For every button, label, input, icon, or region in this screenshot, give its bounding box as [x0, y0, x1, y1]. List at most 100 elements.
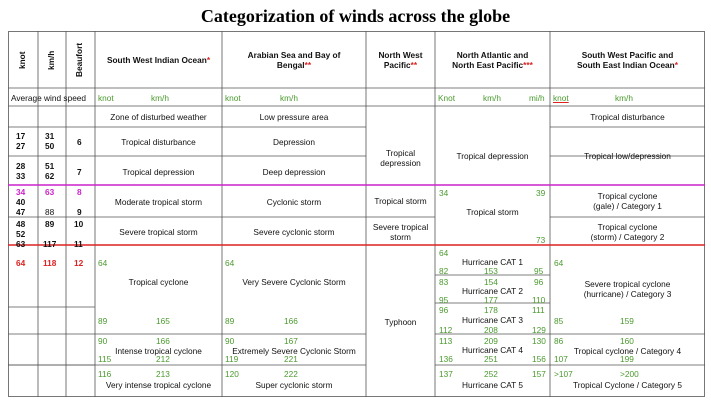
swio-tropical-depression: Tropical depression — [122, 167, 195, 177]
swp-c4-knot: 86 — [554, 336, 564, 346]
header-swp: South West Pacific and South East Indian … — [577, 50, 678, 70]
na-c3-c: 111 — [532, 305, 545, 315]
swp-category-2: Tropical cyclone (storm) / Category 2 — [590, 222, 665, 242]
nwp-severe-storm: Severe tropical storm — [372, 222, 429, 242]
swp-c5-knot: >107 — [554, 369, 573, 379]
arabian-super-cyclonic: Super cyclonic storm — [255, 380, 333, 390]
na-c4-e: 251 — [484, 354, 498, 364]
header-nwp: North West Pacific** — [378, 50, 423, 70]
na-c5-a: 137 — [439, 369, 453, 379]
swp-c5-kmh: >200 — [620, 369, 639, 379]
beaufort-11: 11 — [74, 239, 83, 249]
swio-tropical-disturbance: Tropical disturbance — [121, 137, 196, 147]
swio-vitc-knot: 116 — [98, 369, 112, 379]
header-kmh: km/h — [46, 50, 56, 70]
knot-34: 34 — [16, 187, 26, 197]
na-c5-c: 157 — [532, 369, 546, 379]
header-swio: South West Indian Ocean* — [106, 55, 211, 65]
knot-40: 40 — [16, 197, 26, 207]
knot-63: 63 — [16, 239, 26, 249]
swp-category-4: Tropical cyclone / Category 4 — [573, 346, 682, 356]
swp-c4-kmh: 160 — [620, 336, 634, 346]
na-c1-knot: 64 — [439, 248, 449, 258]
avg-swio-kmh: km/h — [151, 93, 169, 103]
table-grid — [8, 31, 705, 397]
na-c4-a: 113 — [439, 336, 453, 346]
beaufort-12: 12 — [74, 258, 84, 268]
avg-wind-label: Average wind speed — [11, 93, 87, 103]
swp-tropical-low: Tropical low/depression — [584, 151, 671, 161]
na-c2-a: 83 — [439, 277, 449, 287]
kmh-118: 118 — [43, 258, 57, 268]
swio-disturbed-weather: Zone of disturbed weather — [110, 112, 207, 122]
swp-category-1: Tropical cyclone (gale) / Category 1 — [593, 191, 662, 211]
arabian-sc-kmh: 222 — [284, 369, 298, 379]
na-hurricane-cat2: Hurricane CAT 2 — [461, 286, 524, 296]
beaufort-9: 9 — [77, 207, 82, 217]
swio-tropical-cyclone: Tropical cyclone — [128, 277, 189, 287]
knot-17: 17 — [16, 131, 26, 141]
knot-47: 47 — [16, 207, 26, 217]
nwp-tropical-depression: Tropical depression — [380, 148, 421, 168]
na-c4-d: 136 — [439, 354, 453, 364]
arabian-es-knot2: 119 — [225, 354, 239, 364]
avg-swio-knot: knot — [98, 93, 114, 103]
na-ts-knot3: 73 — [536, 235, 546, 245]
header-knot: knot — [17, 51, 27, 69]
swio-tc-knot: 64 — [98, 258, 108, 268]
na-ts-knot2: 39 — [536, 188, 546, 198]
swio-very-intense-cyclone: Very intense tropical cyclone — [105, 380, 212, 390]
swio-itc-kmh2: 212 — [156, 354, 170, 364]
swio-moderate-storm: Moderate tropical storm — [114, 197, 203, 207]
kmh-31: 31 — [45, 131, 55, 141]
na-hurricane-cat5: Hurricane CAT 5 — [461, 380, 524, 390]
swp-h-knot: 64 — [554, 258, 564, 268]
page-title: Categorization of winds across the globe — [200, 6, 511, 26]
header-arabian: Arabian Sea and Bay of Bengal** — [247, 50, 341, 70]
na-c3-b: 178 — [484, 305, 498, 315]
swp-category-3: Severe tropical cyclone (hurricane) / Cat… — [583, 279, 672, 299]
kmh-89: 89 — [45, 219, 55, 229]
arabian-es-kmh1: 167 — [284, 336, 298, 346]
arabian-very-severe: Very Severe Cyclonic Storm — [242, 277, 346, 287]
header-na: North Atlantic and North East Pacific*** — [452, 50, 533, 70]
avg-swp-kmh: km/h — [615, 93, 633, 103]
na-c2-d: 95 — [439, 295, 449, 305]
avg-na-mih: mi/h — [529, 93, 545, 103]
nwp-typhoon: Typhoon — [384, 317, 417, 327]
knot-33: 33 — [16, 171, 26, 181]
na-c5-b: 252 — [484, 369, 498, 379]
arabian-deep-depression: Deep depression — [262, 167, 326, 177]
swp-category-5: Tropical Cyclone / Category 5 — [573, 380, 682, 390]
swio-tc-kmh2: 165 — [156, 316, 170, 326]
swp-h-knot2: 85 — [554, 316, 564, 326]
na-c2-c: 96 — [534, 277, 544, 287]
na-c3-f: 129 — [532, 325, 546, 335]
arabian-es-knot1: 90 — [225, 336, 235, 346]
swio-itc-knot1: 90 — [98, 336, 108, 346]
avg-na-knot: Knot — [438, 93, 456, 103]
arabian-vs-knot: 64 — [225, 258, 235, 268]
arabian-vs-knot2: 89 — [225, 316, 235, 326]
na-c4-c: 130 — [532, 336, 546, 346]
arabian-depression: Depression — [273, 137, 315, 147]
kmh-88: 88 — [45, 207, 55, 217]
knot-27: 27 — [16, 141, 26, 151]
na-tropical-depression: Tropical depression — [456, 151, 529, 161]
swio-tc-knot2: 89 — [98, 316, 108, 326]
wind-categorization-table: knot km/h Beaufort South West Indian Oce… — [8, 31, 705, 397]
na-c1-b: 153 — [484, 266, 498, 276]
arabian-vs-kmh2: 166 — [284, 316, 298, 326]
na-ts-knot1: 34 — [439, 188, 449, 198]
arabian-cyclonic-storm: Cyclonic storm — [266, 197, 322, 207]
swp-h-kmh2: 159 — [620, 316, 634, 326]
na-hurricane-cat1: Hurricane CAT 1 — [461, 257, 524, 267]
avg-swp-knot: knot — [553, 93, 569, 103]
na-c3-d: 112 — [439, 325, 453, 335]
na-c2-b: 154 — [484, 277, 498, 287]
arabian-low-pressure: Low pressure area — [259, 112, 329, 122]
knot-28: 28 — [16, 161, 26, 171]
avg-ar-knot: knot — [225, 93, 241, 103]
na-c1-a: 82 — [439, 266, 449, 276]
kmh-117: 117 — [43, 239, 57, 249]
